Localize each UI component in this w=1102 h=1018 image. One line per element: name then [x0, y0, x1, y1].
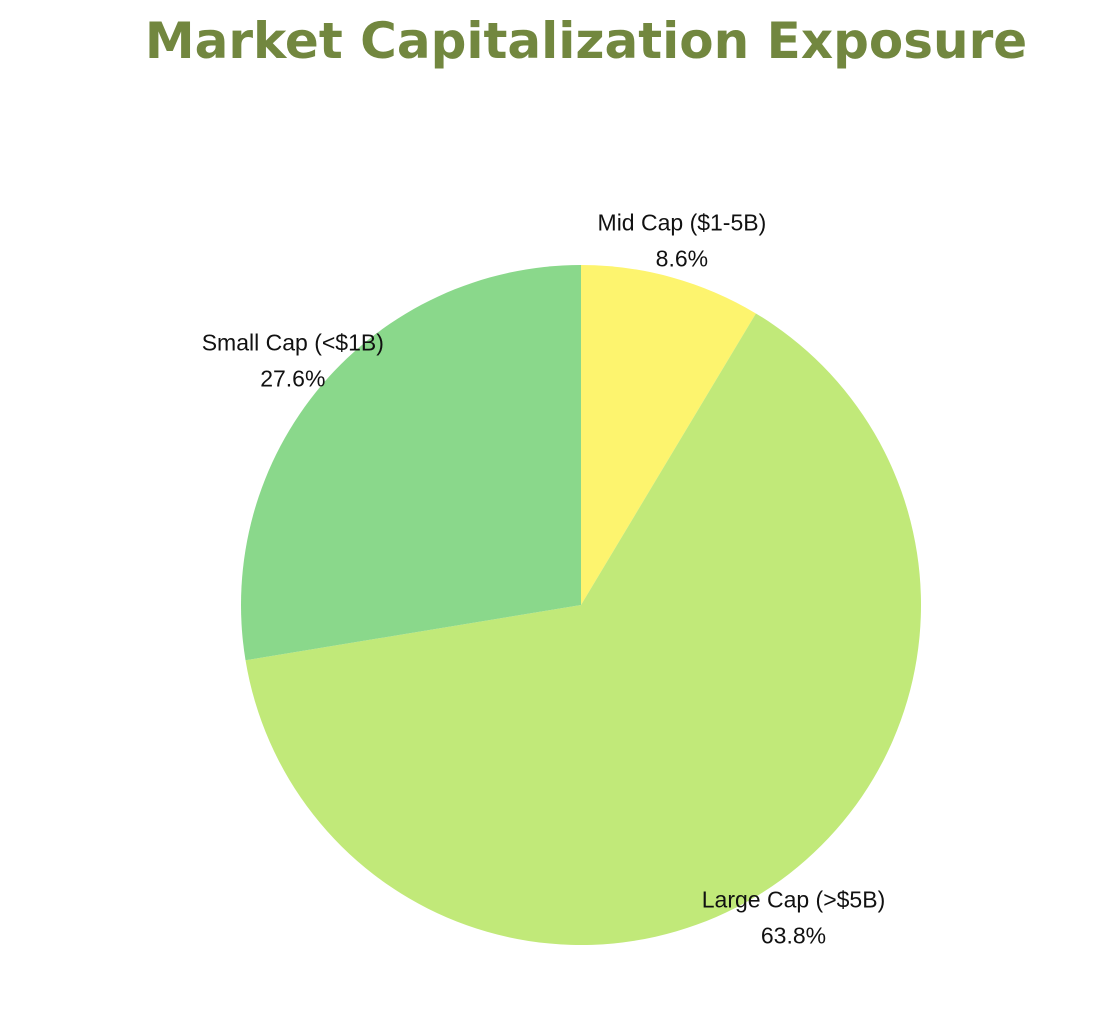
pie-slice-2	[241, 265, 581, 661]
chart-title: Market Capitalization Exposure	[144, 12, 1028, 70]
slice-value-label-2: 27.6%	[260, 365, 325, 391]
pie-slice-0	[581, 265, 756, 605]
slice-value-label-1: 63.8%	[761, 923, 826, 949]
slice-label-2: Small Cap (<$1B)	[202, 329, 384, 355]
pie-slice-1	[245, 313, 922, 946]
pie-slices	[241, 265, 922, 946]
pie-labels: Mid Cap ($1-5B) 8.6% Large Cap (>$5B) 63.8%…	[202, 210, 886, 949]
slice-label-1: Large Cap (>$5B)	[702, 887, 885, 913]
slice-label-0: Mid Cap ($1-5B)	[598, 210, 767, 236]
slice-value-label-0: 8.6%	[656, 246, 708, 272]
